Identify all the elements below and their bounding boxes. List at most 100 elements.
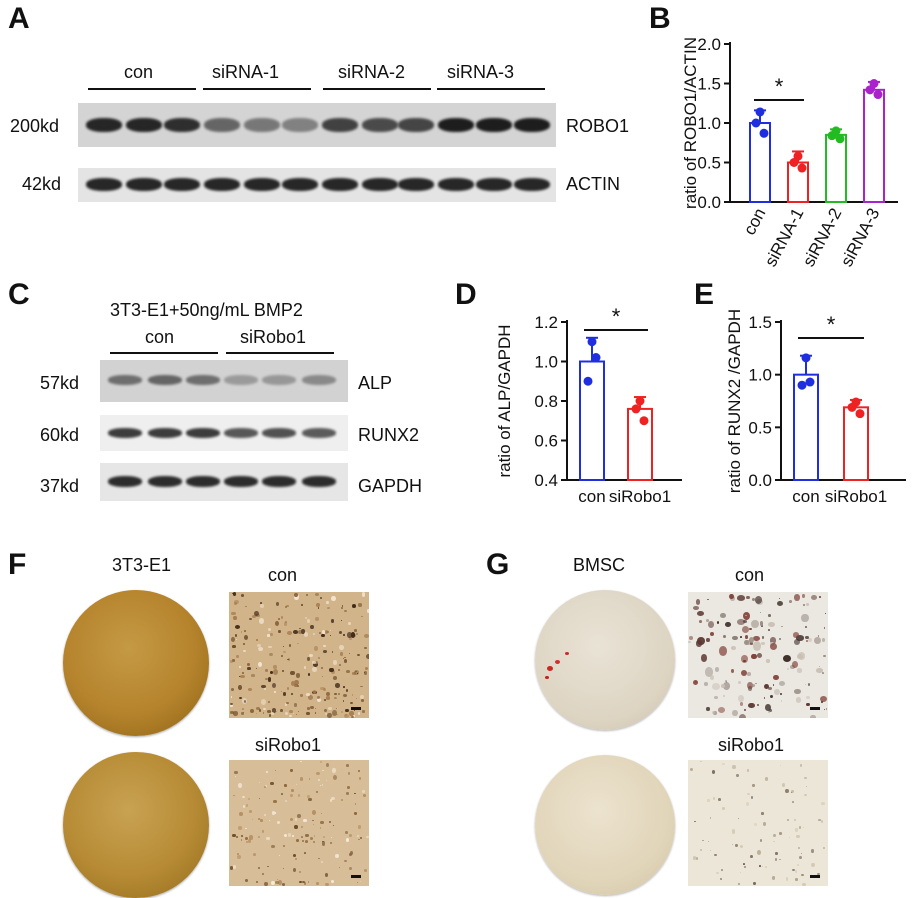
mineral-speck [361,615,363,617]
mineral-speck [290,670,295,676]
mineral-speck [340,710,344,713]
mineral-nodule [773,688,781,696]
mineral-speck [337,693,340,696]
mineral-speck [794,819,796,822]
mineral-speck [239,696,243,700]
mineral-speck [243,699,247,703]
mineral-speck [323,650,327,654]
mineral-nodule [707,599,709,601]
gapdh-band [302,476,336,487]
mineral-speck [295,784,298,786]
mineral-nodule [742,626,750,634]
mineral-speck [321,675,324,678]
panel-label-f: F [8,548,27,581]
mineral-speck [303,665,307,669]
mineral-speck [702,839,704,841]
mineral-speck [759,865,761,867]
mineral-speck [798,825,802,829]
mineral-speck [292,835,294,837]
mineral-nodule [802,604,806,607]
mineral-nodule [810,715,816,718]
mineral-speck [322,687,326,691]
mineral-nodule [704,666,713,677]
mineral-speck [356,882,358,884]
mineral-speck [317,779,321,782]
mineral-speck [306,795,311,798]
mineral-speck [258,647,263,652]
mineral-speck [797,863,799,866]
mineral-speck [314,593,319,597]
y-tick-label: 1.2 [534,313,558,332]
mineral-nodule [793,632,800,638]
mineral-speck [798,855,802,859]
mineral-speck [355,632,359,635]
mineral-speck [345,792,349,795]
x-tick-label: con [792,487,819,506]
mineral-speck [821,820,824,823]
mineral-speck [245,804,249,807]
mineral-speck [764,777,768,781]
data-point [805,377,815,387]
mineral-speck [271,683,276,689]
mineral-speck [264,881,269,886]
alp-band [148,375,182,385]
mineral-speck [690,767,694,771]
mineral-nodule [751,683,756,688]
mineral-speck [308,797,312,802]
mineral-speck [270,711,275,716]
mineral-speck [245,827,248,830]
mineral-speck [242,643,245,646]
mineral-speck [263,785,266,788]
significance-star: * [827,312,836,337]
mineral-nodule [731,635,738,641]
mineral-speck [326,601,330,605]
mineral-speck [248,810,253,814]
mineral-speck [321,860,324,864]
mineral-speck [363,671,367,676]
mineral-nodule [741,655,748,664]
row-label-con-f: con [268,565,298,585]
mineral-speck [784,788,789,793]
mineral-speck [353,628,358,632]
mineral-speck [738,818,740,820]
mineral-speck [305,834,309,838]
mineral-speck [735,844,738,847]
mineral-speck [304,839,309,843]
mineral-speck [252,615,257,619]
mineral-speck [316,882,319,886]
mineral-speck [299,693,304,697]
robo1-band [204,118,240,132]
mineral-speck [361,699,364,702]
data-point [865,85,875,95]
runx2-band [224,428,258,438]
mineral-speck [270,632,274,636]
mineral-speck [323,645,326,648]
mineral-speck [788,836,791,839]
mineral-nodule [820,696,828,703]
mineral-nodule [761,641,766,646]
y-axis-label: ratio of ALP/GAPDH [495,324,514,477]
mineral-speck [253,852,257,856]
marker-42kd: 42kd [22,174,62,194]
gapdh-band [148,476,182,487]
mineral-speck [275,601,280,607]
mineral-speck [319,632,322,634]
mineral-speck [306,707,310,710]
mineral-speck [295,858,297,860]
mineral-nodule [751,598,756,602]
mineral-speck [785,877,789,881]
mineral-speck [247,798,251,800]
data-point [583,376,593,386]
mineral-speck [742,863,745,866]
mineral-speck [294,818,297,821]
gapdh-band [224,476,258,487]
mineral-speck [794,870,798,873]
mineral-speck [790,789,794,794]
mineral-speck [314,646,319,651]
mineral-speck [700,849,702,851]
mineral-nodule [760,611,762,613]
mineral-speck [293,712,295,714]
condition-label: 3T3-E1+50ng/mL BMP2 [110,300,303,320]
mineral-speck [293,853,297,857]
